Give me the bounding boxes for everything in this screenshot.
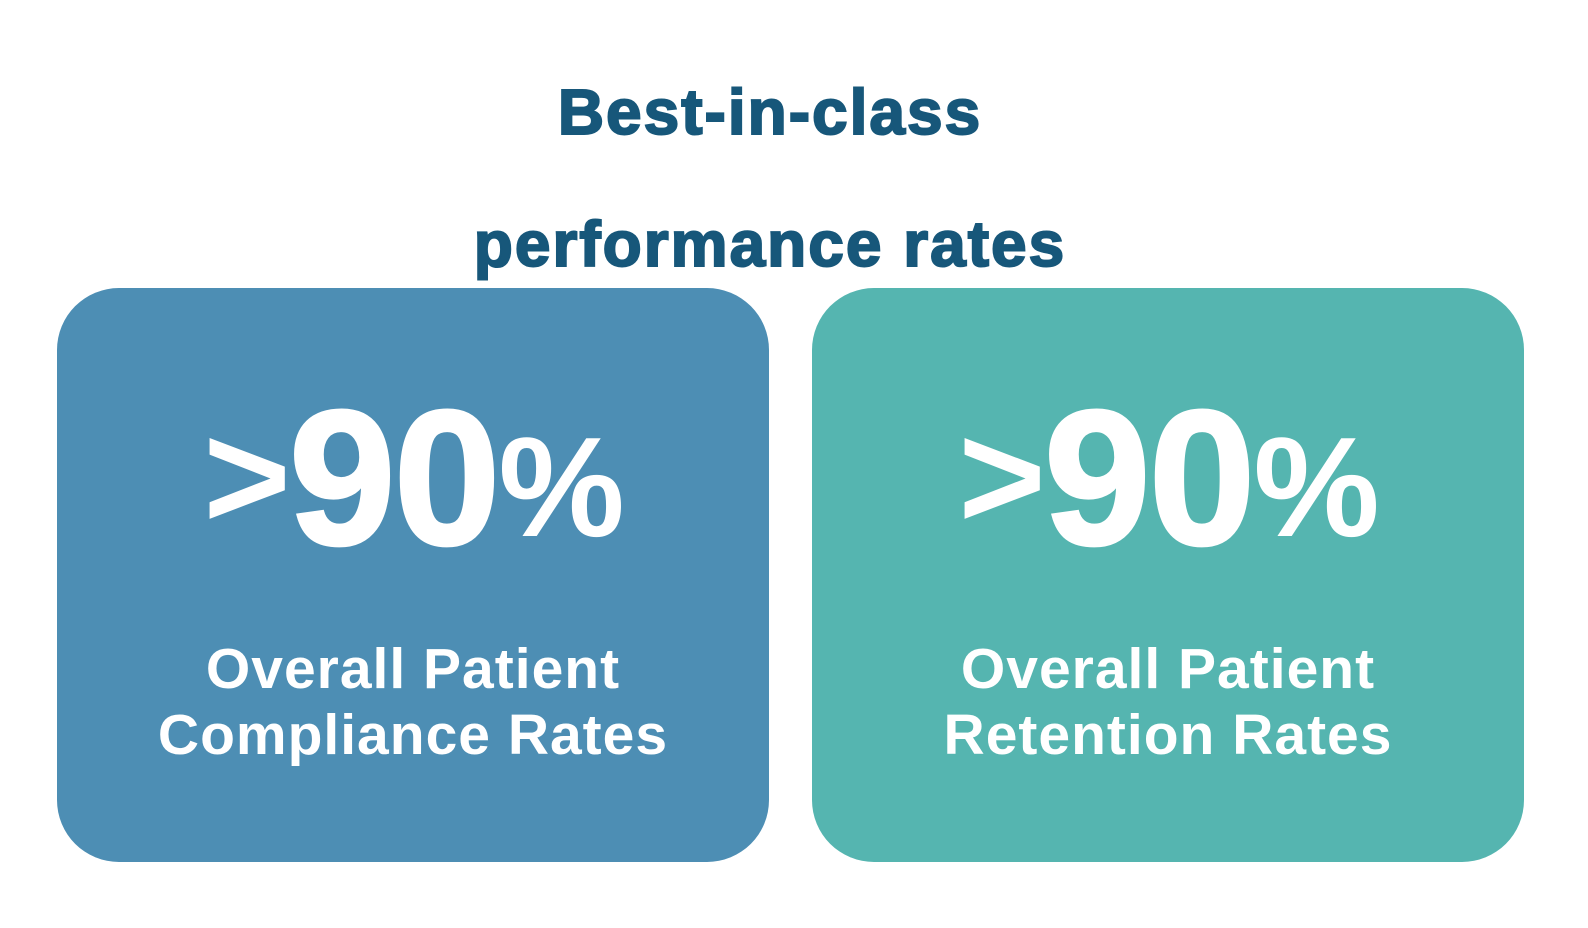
compliance-rate-value: 90: [287, 370, 502, 585]
retention-rate-label: Overall Patient Retention Rates: [812, 636, 1524, 768]
percent-symbol: %: [498, 408, 624, 567]
retention-label-line-2: Retention Rates: [943, 703, 1393, 767]
percent-symbol: %: [1253, 408, 1379, 567]
retention-rate-card: >90% Overall Patient Retention Rates: [812, 288, 1524, 862]
compliance-rate-label: Overall Patient Compliance Rates: [57, 636, 769, 768]
retention-rate-value: 90: [1042, 370, 1257, 585]
compliance-label-line-2: Compliance Rates: [157, 703, 669, 767]
compliance-rate-card: >90% Overall Patient Compliance Rates: [57, 288, 769, 862]
greater-than-symbol: >: [958, 392, 1046, 560]
retention-rate-stat: >90%: [812, 380, 1524, 575]
retention-label-line-1: Overall Patient: [960, 637, 1376, 701]
page-title-line-1: Best-in-class: [557, 76, 983, 148]
page-title-line-2: performance rates: [473, 208, 1067, 280]
greater-than-symbol: >: [203, 392, 291, 560]
compliance-label-line-1: Overall Patient: [205, 637, 621, 701]
compliance-rate-stat: >90%: [57, 380, 769, 575]
